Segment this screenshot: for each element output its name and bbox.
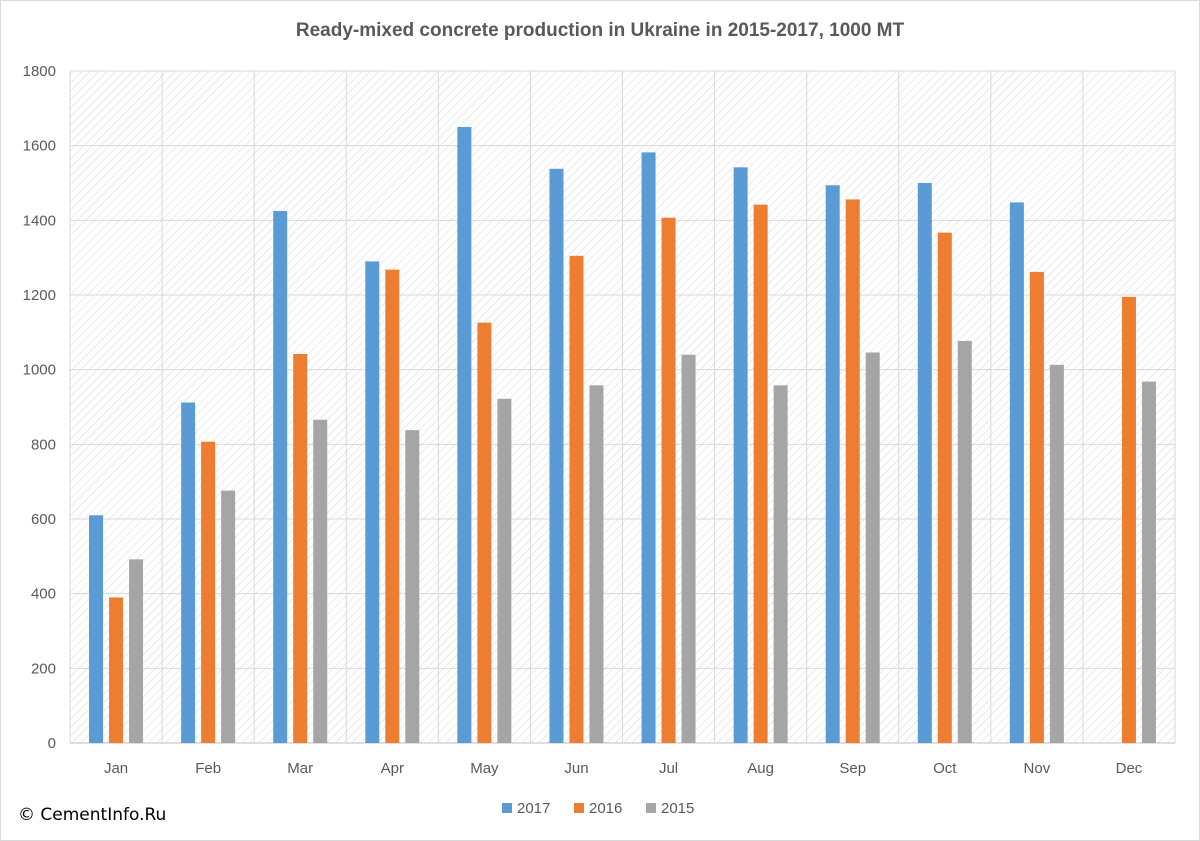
bar-2017-Jan	[89, 515, 104, 743]
legend-label-2017: 2017	[517, 800, 550, 817]
bar-2016-Jul	[661, 217, 676, 744]
bar-2016-Dec	[1121, 296, 1136, 743]
bar-2016-Feb	[201, 441, 216, 743]
bar-2015-May	[497, 398, 512, 743]
y-tick-label: 200	[31, 660, 56, 677]
legend-label-2016: 2016	[589, 800, 622, 817]
x-tick-label: Jul	[659, 760, 678, 777]
chart-title: Ready-mixed concrete production in Ukrai…	[295, 20, 905, 41]
x-tick-label: May	[470, 760, 499, 777]
y-tick-label: 1000	[23, 362, 56, 379]
bar-2016-Nov	[1029, 271, 1044, 743]
x-tick-label: Jun	[564, 760, 588, 777]
bar-2017-Sep	[825, 185, 840, 744]
bar-2016-Jun	[569, 255, 584, 744]
x-tick-label: Apr	[381, 760, 404, 777]
bar-2015-Aug	[773, 385, 788, 743]
bar-2015-Feb	[221, 490, 236, 743]
bar-2017-Feb	[181, 402, 196, 743]
bar-2015-Nov	[1049, 364, 1064, 743]
bar-2017-Jun	[549, 168, 564, 743]
bar-2016-Apr	[385, 269, 400, 743]
bar-2016-Sep	[845, 199, 860, 744]
x-tick-label: Sep	[839, 760, 866, 777]
bar-2017-Aug	[733, 167, 748, 743]
legend-label-2015: 2015	[661, 800, 694, 817]
bar-2016-May	[477, 322, 492, 743]
bar-2015-Jan	[129, 559, 144, 743]
legend-swatch-2017	[502, 803, 512, 813]
bar-2016-Jan	[109, 597, 124, 743]
bar-2017-May	[457, 127, 472, 743]
x-tick-label: Aug	[747, 760, 774, 777]
bar-2015-Jun	[589, 385, 604, 743]
bar-2017-Oct	[917, 183, 932, 743]
bar-2015-Mar	[313, 419, 328, 743]
x-tick-label: Nov	[1024, 760, 1051, 777]
bar-2015-Sep	[865, 352, 880, 743]
bar-2017-Apr	[365, 261, 380, 743]
bar-2017-Jul	[641, 152, 656, 744]
bar-2017-Mar	[273, 211, 288, 743]
bar-2016-Oct	[937, 232, 952, 744]
y-tick-label: 400	[31, 586, 56, 603]
x-tick-label: Dec	[1116, 760, 1143, 777]
bar-2015-Jul	[681, 354, 696, 743]
bar-2016-Aug	[753, 204, 768, 744]
x-tick-label: Jan	[104, 760, 128, 777]
y-tick-label: 600	[31, 511, 56, 528]
bar-2015-Dec	[1141, 381, 1156, 743]
y-tick-label: 1600	[23, 138, 56, 155]
y-tick-label: 1800	[23, 63, 56, 80]
y-tick-label: 1200	[23, 287, 56, 304]
y-tick-label: 800	[31, 436, 56, 453]
bar-2015-Apr	[405, 430, 420, 743]
legend-swatch-2016	[574, 803, 584, 813]
bar-2015-Oct	[957, 340, 972, 743]
legend-swatch-2015	[646, 803, 656, 813]
x-tick-label: Mar	[287, 760, 313, 777]
y-tick-label: 1400	[23, 212, 56, 229]
bar-2016-Mar	[293, 353, 308, 743]
x-tick-label: Feb	[195, 760, 221, 777]
y-tick-label: 0	[48, 735, 56, 752]
copyright-notice: © CementInfo.Ru	[18, 805, 167, 825]
x-tick-label: Oct	[933, 760, 957, 777]
bar-2017-Nov	[1009, 202, 1024, 743]
